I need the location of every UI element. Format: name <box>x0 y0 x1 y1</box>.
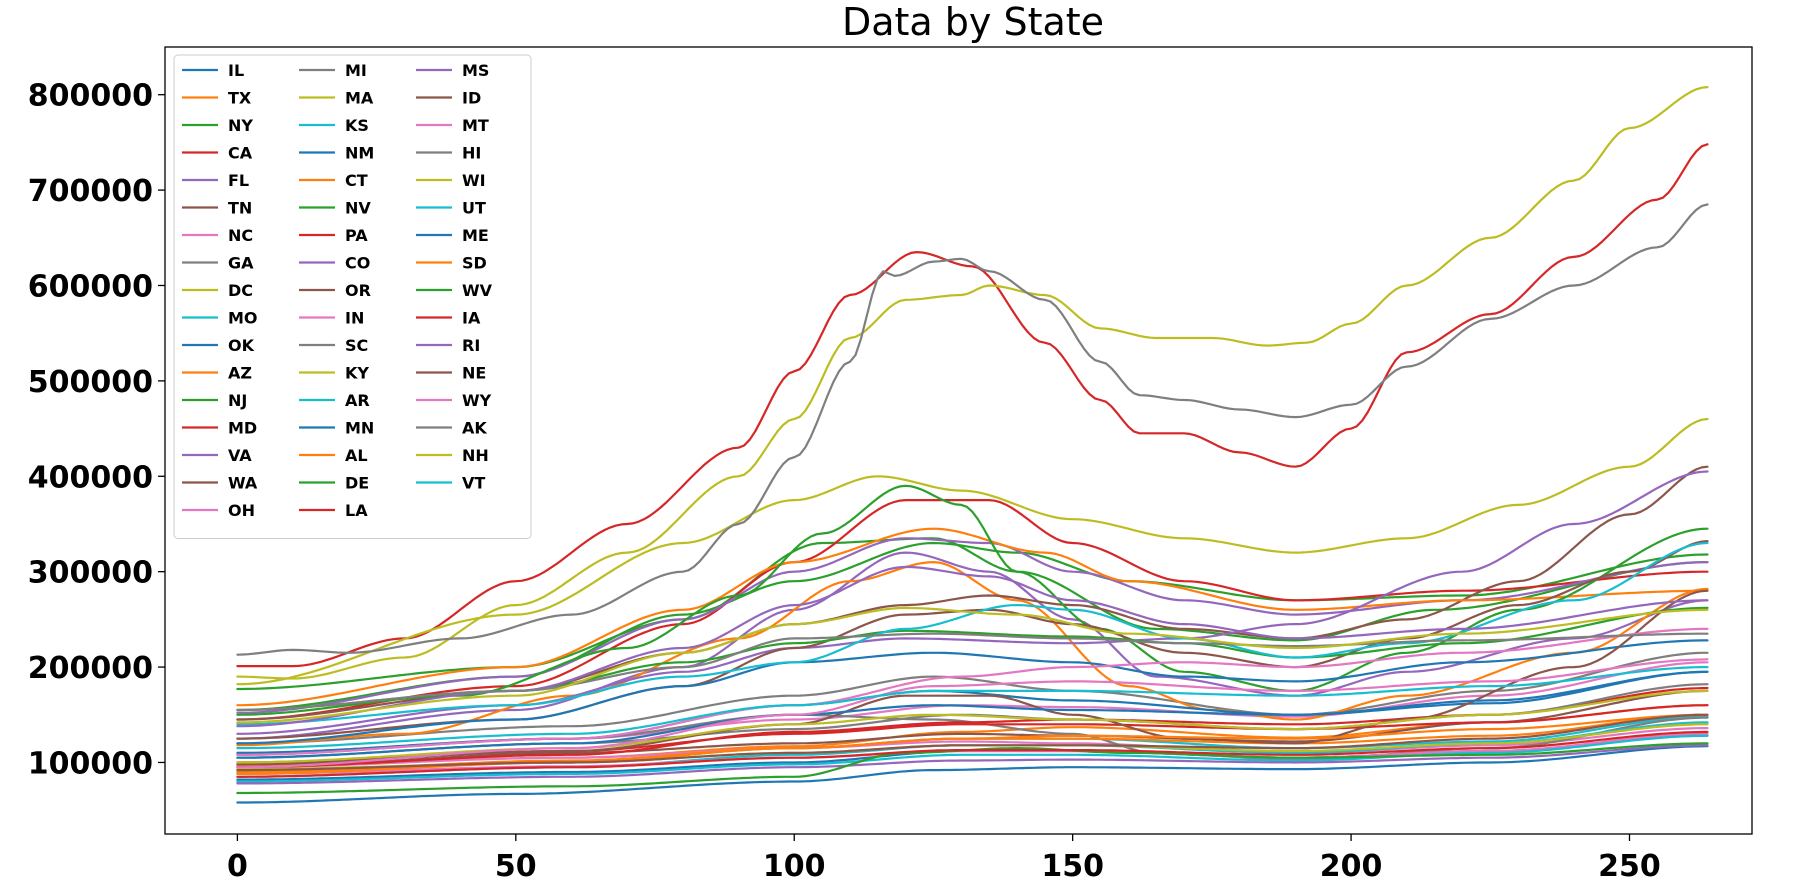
legend-label-mt: MT <box>462 116 489 135</box>
x-tick-label: 50 <box>495 849 537 884</box>
series-line-ak <box>236 632 1709 712</box>
legend-label-oh: OH <box>228 501 255 520</box>
series-line-hi <box>236 203 1709 656</box>
y-tick-label: 400000 <box>28 460 153 495</box>
legend-label-ar: AR <box>345 391 370 410</box>
series-line-md <box>236 499 1709 721</box>
legend-label-co: CO <box>345 254 370 273</box>
legend-label-fl: FL <box>228 171 249 190</box>
legend-label-mo: MO <box>228 309 258 328</box>
series-line-vt <box>236 666 1709 750</box>
legend-label-id: ID <box>462 89 481 108</box>
series-line-il <box>236 745 1709 804</box>
x-tick-label: 100 <box>763 849 826 884</box>
legend-label-pa: PA <box>345 226 368 245</box>
series-line-oh <box>236 727 1709 769</box>
series-line-ut <box>236 541 1709 726</box>
legend-label-nj: NJ <box>228 391 247 410</box>
legend-label-va: VA <box>228 446 252 465</box>
chart-title: Data by State <box>842 0 1104 44</box>
legend-label-me: ME <box>462 226 489 245</box>
legend-label-ma: MA <box>345 89 374 108</box>
x-tick-label: 200 <box>1320 849 1383 884</box>
legend-label-ny: NY <box>228 116 253 135</box>
series-line-az <box>236 561 1709 747</box>
legend-frame <box>173 54 532 539</box>
y-tick-label: 100000 <box>28 746 153 781</box>
series-line-ca <box>236 143 1709 668</box>
y-tick-label: 500000 <box>28 365 153 400</box>
legend-label-ri: RI <box>462 336 480 355</box>
x-tick-label: 250 <box>1598 849 1661 884</box>
legend-label-dc: DC <box>228 281 253 300</box>
legend-label-ak: AK <box>462 419 487 438</box>
y-axis: 100000 200000 300000 400000 500000 600000 7000… <box>28 79 165 781</box>
legend-label-il: IL <box>228 61 244 80</box>
legend-label-sc: SC <box>345 336 368 355</box>
series-line-nh <box>236 606 1709 724</box>
legend-label-az: AZ <box>228 364 252 383</box>
y-tick-label: 700000 <box>28 174 153 209</box>
series-line-ma <box>236 417 1709 686</box>
legend-label-ct: CT <box>345 171 368 190</box>
y-tick-label: 600000 <box>28 269 153 304</box>
legend-label-al: AL <box>345 446 368 465</box>
legend-label-nc: NC <box>228 226 253 245</box>
legend-label-ne: NE <box>462 364 486 383</box>
y-tick-label: 800000 <box>28 79 153 114</box>
series-line-ga <box>236 651 1709 745</box>
legend-label-ms: MS <box>462 61 489 80</box>
legend-label-wi: WI <box>462 171 486 190</box>
series-line-mt <box>236 627 1709 756</box>
series-line-ne <box>236 713 1709 772</box>
y-tick-label: 200000 <box>28 651 153 686</box>
legend-label-mn: MN <box>345 419 374 438</box>
series-line-ar <box>236 734 1709 783</box>
legend-label-md: MD <box>228 419 257 438</box>
legend-label-in: IN <box>345 309 364 328</box>
legend: IL TX NY CA FL TN NC GA DC MO OK AZ NJ MD VA WA OH MI MA KS… <box>173 54 532 539</box>
legend-label-or: OR <box>345 281 371 300</box>
series-line-id <box>236 589 1709 766</box>
legend-label-nm: NM <box>345 144 374 163</box>
legend-label-ks: KS <box>345 116 369 135</box>
legend-label-vt: VT <box>462 474 485 493</box>
legend-label-ky: KY <box>345 364 369 383</box>
legend-label-wa: WA <box>228 474 258 493</box>
series-line-me <box>236 670 1709 759</box>
x-tick-label: 150 <box>1041 849 1104 884</box>
legend-label-wy: WY <box>462 391 492 410</box>
legend-label-tn: TN <box>228 199 252 218</box>
series-line-ia <box>236 730 1709 778</box>
series-line-wy <box>236 658 1709 769</box>
legend-label-de: DE <box>345 474 369 493</box>
legend-label-nv: NV <box>345 199 371 218</box>
legend-label-sd: SD <box>462 254 487 273</box>
x-tick-label: 0 <box>227 849 248 884</box>
legend-label-la: LA <box>345 501 368 520</box>
legend-label-mi: MI <box>345 61 367 80</box>
legend-label-wv: WV <box>462 281 493 300</box>
legend-label-hi: HI <box>462 144 481 163</box>
y-tick-label: 300000 <box>28 556 153 591</box>
legend-label-ga: GA <box>228 254 254 273</box>
legend-label-nh: NH <box>462 446 489 465</box>
legend-label-ia: IA <box>462 309 481 328</box>
x-axis: 0 50 100 150 200 250 <box>227 834 1661 884</box>
legend-label-ok: OK <box>228 336 255 355</box>
legend-label-ut: UT <box>462 199 486 218</box>
legend-label-tx: TX <box>228 89 252 108</box>
series-layer <box>236 86 1709 804</box>
legend-label-ca: CA <box>228 144 253 163</box>
series-line-ct <box>236 527 1709 707</box>
series-line-ms <box>236 744 1709 785</box>
series-line-mn <box>236 639 1709 745</box>
